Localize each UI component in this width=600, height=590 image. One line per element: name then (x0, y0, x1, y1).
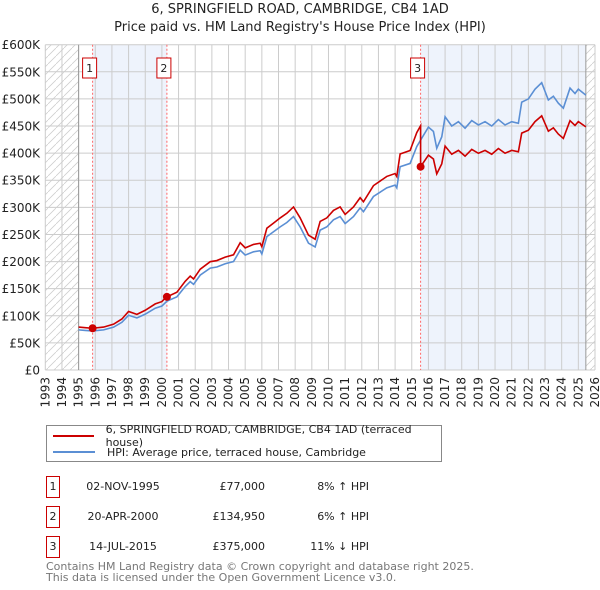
y-tick-label: £200K (2, 255, 42, 269)
y-tick-label: £450K (2, 120, 42, 134)
x-tick-label: 2006 (255, 377, 269, 408)
sale-number-badge: 2 (46, 506, 60, 528)
x-tick-label: 2021 (505, 377, 519, 408)
x-tick-label: 2007 (272, 377, 286, 408)
sale-number-label: 2 (160, 62, 167, 75)
x-tick-label: 1996 (88, 377, 102, 408)
sale-row: 3 14-JUL-2015 £375,000 11% ↓ HPI (0, 536, 600, 560)
price-chart: 1993 1994 1995 1996 1997 1998 1999 2000 2001 2002… (2, 38, 600, 408)
x-tick-label: 2017 (438, 377, 452, 408)
legend-price-label: 6, SPRINGFIELD ROAD, CAMBRIDGE, CB4 1AD … (105, 423, 412, 449)
y-tick-label: £600K (2, 38, 42, 52)
x-tick-label: 1997 (105, 377, 119, 408)
sale-number-badge: 3 (46, 536, 60, 558)
y-tick-label: £350K (2, 174, 42, 188)
sale-hpi-diff: 6% ↑ HPI (317, 510, 369, 523)
sale-number-badge: 1 (46, 476, 60, 498)
x-tick-label: 1998 (122, 377, 136, 408)
legend-hpi-label: HPI: Average price, terraced house, Camb… (107, 445, 366, 459)
y-tick-label: £150K (2, 282, 42, 296)
y-tick-label: £550K (2, 65, 42, 79)
hpi-line-swatch (53, 451, 95, 453)
x-tick-label: 2012 (355, 377, 369, 408)
y-tick-label: £0 (25, 364, 40, 378)
x-tick-label: 2024 (555, 377, 569, 408)
x-tick-label: 1993 (38, 377, 52, 408)
x-tick-label: 2001 (172, 377, 186, 408)
x-tick-label: 2026 (588, 377, 600, 408)
x-tick-label: 1999 (138, 377, 152, 408)
legend-item-price: 6, SPRINGFIELD ROAD, CAMBRIDGE, CB4 1AD … (53, 423, 441, 449)
sale-date: 20-APR-2000 (87, 510, 159, 523)
sale-price: £134,950 (212, 510, 266, 523)
x-tick-label: 2000 (155, 377, 169, 408)
sale-point (162, 292, 171, 301)
x-tick-label: 2025 (571, 377, 585, 408)
hpi-series-line (78, 81, 587, 332)
x-tick-label: 2004 (222, 377, 236, 408)
x-tick-label: 2020 (488, 377, 502, 408)
sale-number-label: 1 (86, 62, 93, 75)
chart-subtitle: Price paid vs. HM Land Registry's House … (114, 20, 486, 35)
sale-point (416, 162, 425, 171)
sale-number-box (410, 57, 426, 79)
sale-number-label: 3 (414, 62, 421, 75)
sale-hpi-diff: 8% ↑ HPI (317, 480, 369, 493)
price-line-swatch (53, 435, 94, 437)
x-tick-label: 2023 (538, 377, 552, 408)
y-tick-label: £300K (2, 201, 42, 215)
x-tick-label: 2002 (188, 377, 202, 408)
price-series-line (78, 114, 587, 330)
y-tick-label: £400K (2, 147, 42, 161)
x-tick-label: 2015 (405, 377, 419, 408)
sale-row: 2 20-APR-2000 £134,950 6% ↑ HPI (0, 506, 600, 530)
x-tick-label: 2005 (238, 377, 252, 408)
sale-date: 02-NOV-1995 (86, 480, 160, 493)
legend: 6, SPRINGFIELD ROAD, CAMBRIDGE, CB4 1AD … (46, 423, 442, 462)
x-tick-label: 2008 (288, 377, 302, 408)
y-tick-label: £100K (2, 309, 42, 323)
x-tick-label: 2013 (371, 377, 385, 408)
x-tick-label: 2009 (305, 377, 319, 408)
sale-price: £375,000 (212, 540, 266, 553)
x-tick-label: 2010 (321, 377, 335, 408)
y-tick-label: £50K (9, 336, 41, 350)
x-tick-label: 2014 (388, 377, 402, 408)
x-tick-label: 2018 (455, 377, 469, 408)
chart-title: 6, SPRINGFIELD ROAD, CAMBRIDGE, CB4 1AD (151, 2, 449, 17)
sale-row: 1 02-NOV-1995 £77,000 8% ↑ HPI (0, 476, 600, 500)
legend-item-hpi: HPI: Average price, terraced house, Camb… (53, 444, 366, 460)
x-tick-label: 2022 (521, 377, 535, 408)
sale-price: £77,000 (219, 480, 266, 493)
footer-copyright: Contains HM Land Registry data © Crown c… (46, 560, 474, 573)
x-tick-label: 1994 (55, 377, 69, 408)
y-tick-label: £500K (2, 92, 42, 106)
sale-number-box (82, 57, 98, 79)
x-tick-label: 2003 (205, 377, 219, 408)
x-tick-label: 2016 (421, 377, 435, 408)
sale-date: 14-JUL-2015 (89, 540, 157, 553)
x-tick-label: 2011 (338, 377, 352, 408)
x-tick-label: 2019 (471, 377, 485, 408)
sale-hpi-diff: 11% ↓ HPI (310, 540, 369, 553)
y-tick-label: £250K (2, 228, 42, 242)
x-tick-label: 1995 (72, 377, 86, 408)
sale-number-box (156, 57, 172, 79)
footer-licence: This data is licensed under the Open Gov… (46, 571, 397, 584)
sale-point (88, 324, 97, 333)
